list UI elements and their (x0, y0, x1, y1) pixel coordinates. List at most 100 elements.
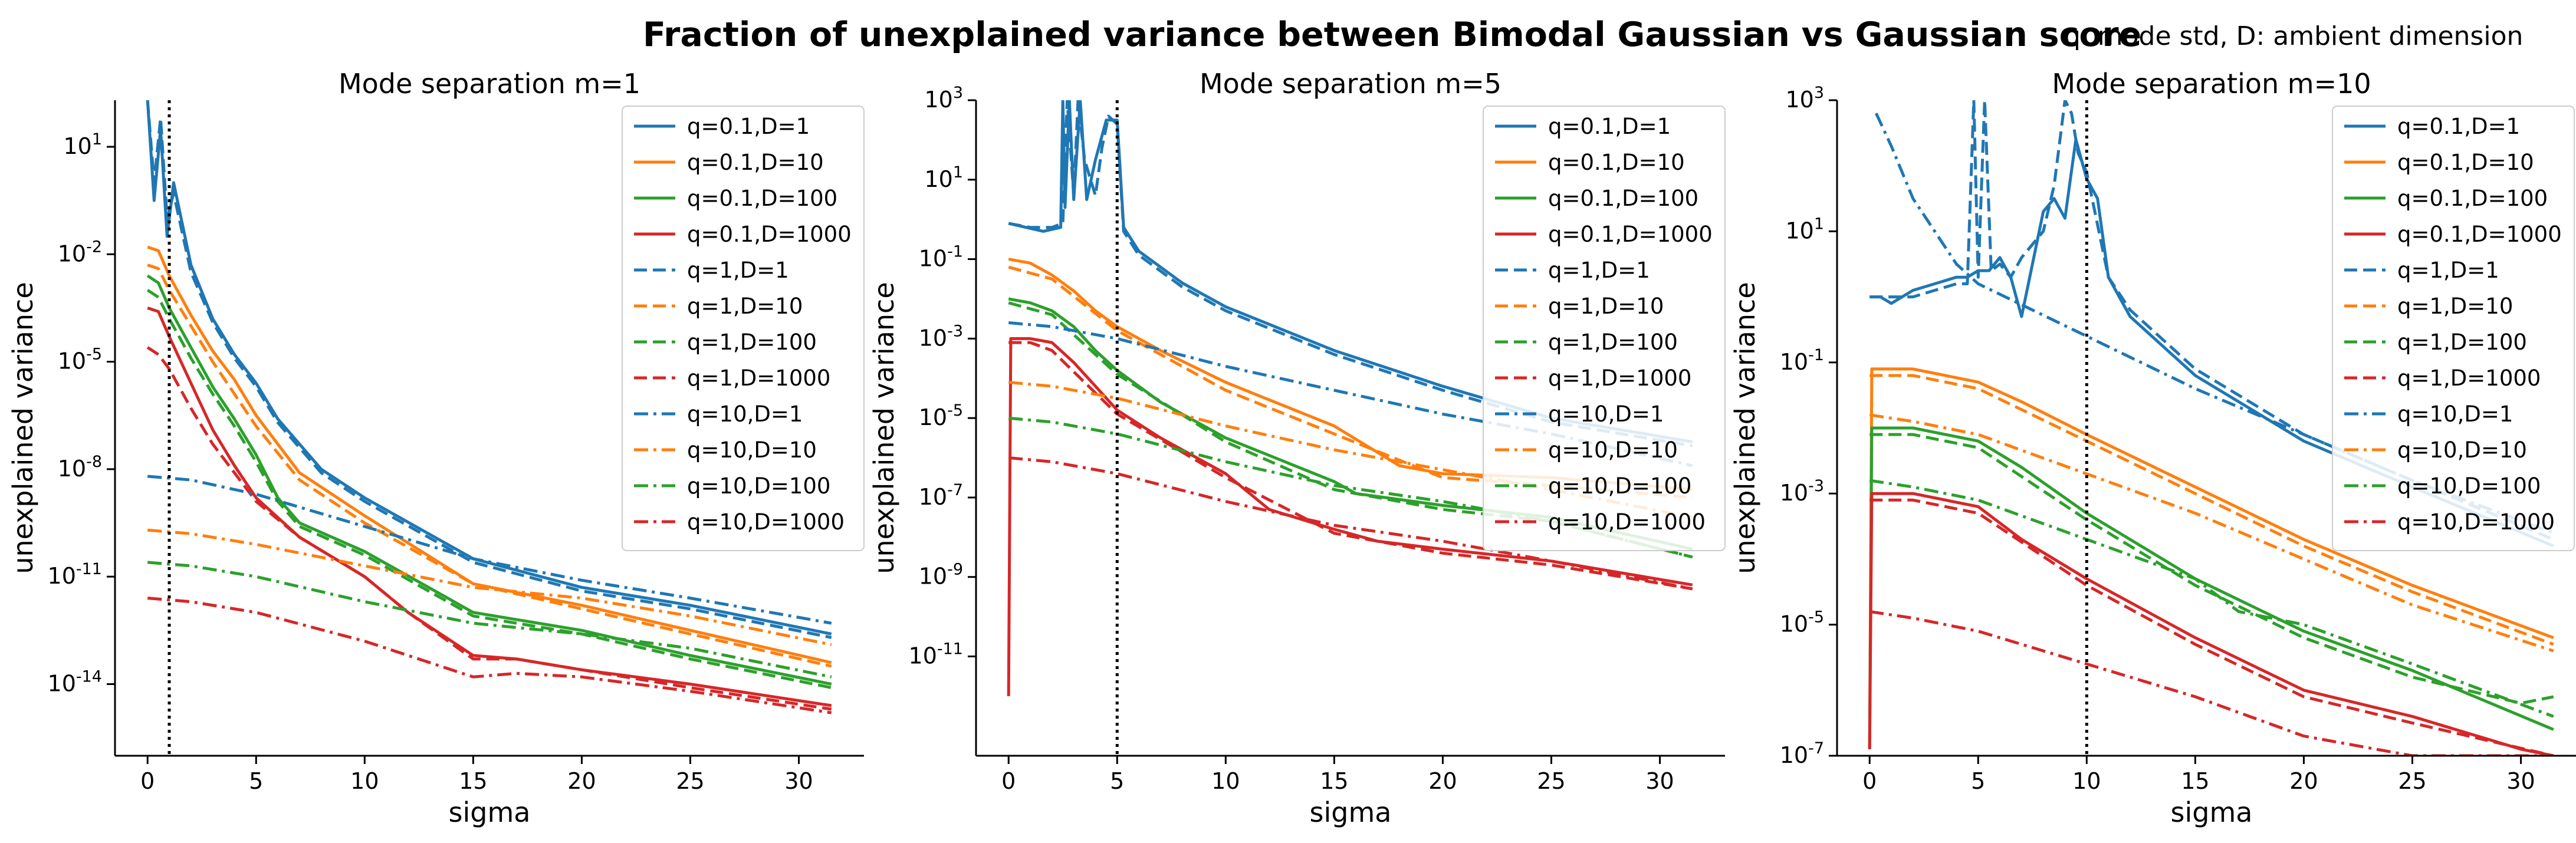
series-line-q-1-d-1 (146, 100, 832, 639)
x-tick-label: 20 (567, 768, 596, 794)
legend: q=0.1,D=1 q=0.1,D=10 q=0.1,D=100 q=0.1,D=10… (622, 106, 865, 551)
legend-label-q-10-d-10: q=10,D=10 (1548, 437, 1678, 463)
x-tick-label: 10 (2072, 768, 2101, 794)
y-tick-label: 10-1 (1780, 346, 1824, 375)
legend-label-q-0-1-d-10: q=0.1,D=10 (2397, 150, 2534, 175)
legend-label-q-10-d-10: q=10,D=10 (2397, 437, 2527, 463)
legend-label-q-10-d-1000: q=10,D=1000 (1548, 509, 1706, 535)
y-tick-label: 10-5 (58, 345, 102, 374)
legend-label-q-10-d-100: q=10,D=100 (1548, 473, 1691, 499)
series-line-q-10-d-1 (147, 475, 832, 625)
legend-label-q-0-1-d-1000: q=0.1,D=1000 (2397, 222, 2562, 247)
series-line-q-0-1-d-1 (1869, 138, 2554, 548)
series-line-q-10-d-10 (1869, 413, 2554, 653)
y-tick-label: 101 (63, 130, 102, 159)
series-line-q-1-d-1000 (1008, 341, 1693, 591)
y-tick-label: 103 (924, 84, 963, 113)
panel-m1: 0 5 10 15 20 25 30 101 10-2 10-5 10-8 10-11 10-14 Mod… (7, 68, 865, 828)
y-axis-label: unexplained variance (868, 282, 900, 574)
x-tick-label: 30 (2506, 768, 2535, 794)
legend-label-q-1-d-1: q=1,D=1 (687, 258, 789, 283)
panel-title: Mode separation m=5 (1200, 68, 1501, 100)
y-tick-label: 10-8 (58, 453, 102, 482)
y-axis-label: unexplained variance (1729, 282, 1761, 574)
series-line-q-10-d-100 (147, 561, 832, 679)
series-line-q-0-1-d-10 (1868, 367, 2554, 749)
legend-label-q-0-1-d-10: q=0.1,D=10 (687, 150, 824, 175)
x-tick-label: 15 (2181, 768, 2209, 794)
legend-label-q-0-1-d-100: q=0.1,D=100 (2397, 186, 2548, 211)
x-tick-label: 20 (2289, 768, 2318, 794)
x-tick-label: 15 (459, 768, 487, 794)
series-line-q-1-d-100 (1869, 433, 2554, 705)
y-axis-label: unexplained variance (7, 282, 39, 574)
x-tick-label: 25 (676, 768, 704, 794)
series-line-q-1-d-1000 (146, 346, 832, 711)
legend: q=0.1,D=1 q=0.1,D=10 q=0.1,D=100 q=0.1,D=10… (2332, 106, 2575, 551)
series-line-q-0-1-d-10 (1008, 258, 1693, 491)
legend-label-q-0-1-d-1: q=0.1,D=1 (2397, 114, 2520, 139)
legend-label-q-0-1-d-100: q=0.1,D=100 (687, 186, 837, 211)
y-tick-label: 103 (1785, 84, 1824, 113)
legend-label-q-10-d-100: q=10,D=100 (687, 473, 830, 499)
series-line-q-1-d-10 (1869, 374, 2554, 646)
legend-label-q-1-d-10: q=1,D=10 (687, 294, 803, 319)
legend-label-q-10-d-1000: q=10,D=1000 (687, 509, 845, 535)
x-tick-label: 5 (1110, 768, 1124, 794)
y-tick-label: 101 (1785, 215, 1824, 243)
series-line-q-0-1-d-1 (1008, 100, 1693, 444)
y-tick-label: 10-3 (919, 322, 963, 351)
y-tick-label: 10-5 (1780, 608, 1824, 637)
series-line-q-1-d-10 (147, 264, 832, 668)
series-line-q-1-d-1000 (1869, 498, 2554, 756)
legend-label-q-10-d-1000: q=10,D=1000 (2397, 509, 2555, 535)
y-tick-label: 101 (924, 163, 963, 192)
y-tick-label: 10-7 (919, 481, 963, 510)
panel-m5: 0 5 10 15 20 25 30 103 101 10-1 10-3 10-5 10-7 10-9 10… (868, 68, 1726, 828)
x-tick-label: 5 (1971, 768, 1985, 794)
legend-label-q-1-d-1: q=1,D=1 (2397, 258, 2499, 283)
x-tick-label: 30 (784, 768, 813, 794)
legend-label-q-1-d-1000: q=1,D=1000 (1548, 365, 1691, 391)
x-tick-label: 30 (1645, 768, 1674, 794)
x-tick-label: 0 (140, 768, 155, 794)
legend-label-q-1-d-10: q=1,D=10 (2397, 294, 2513, 319)
legend-label-q-1-d-100: q=1,D=100 (1548, 330, 1678, 355)
x-axis-label: sigma (449, 796, 531, 828)
y-tick-label: 10-2 (58, 238, 102, 266)
legend-label-q-10-d-1: q=10,D=1 (687, 401, 803, 427)
legend-label-q-0-1-d-1000: q=0.1,D=1000 (687, 222, 852, 247)
panel-title: Mode separation m=10 (2052, 68, 2371, 100)
series-line-q-10-d-1000 (1869, 610, 2554, 756)
x-tick-label: 0 (1001, 768, 1016, 794)
x-tick-label: 25 (2398, 768, 2426, 794)
x-axis-label: sigma (1310, 796, 1392, 828)
figure-subtitle: q: mode std, D: ambient dimension (2064, 21, 2524, 51)
legend-label-q-10-d-10: q=10,D=10 (687, 437, 817, 463)
y-tick-label: 10-11 (909, 640, 963, 669)
y-tick-label: 10-9 (919, 561, 963, 590)
x-tick-label: 20 (1428, 768, 1457, 794)
legend-label-q-0-1-d-10: q=0.1,D=10 (1548, 150, 1685, 175)
legend-label-q-1-d-100: q=1,D=100 (687, 330, 817, 355)
legend-label-q-0-1-d-1: q=0.1,D=1 (1548, 114, 1671, 139)
x-tick-label: 10 (350, 768, 379, 794)
y-tick-label: 10-11 (48, 560, 102, 589)
legend-label-q-10-d-1: q=10,D=1 (2397, 401, 2513, 427)
y-tick-label: 10-14 (48, 667, 102, 696)
series-line-q-0-1-d-1000 (1868, 492, 2554, 756)
series-line-q-0-1-d-100 (1008, 297, 1693, 551)
legend-label-q-1-d-10: q=1,D=10 (1548, 294, 1664, 319)
legend-label-q-1-d-1000: q=1,D=1000 (2397, 365, 2541, 391)
y-tick-label: 10-3 (1780, 477, 1824, 506)
series-line-q-0-1-d-10 (147, 245, 832, 664)
x-tick-label: 15 (1320, 768, 1348, 794)
series-line-q-0-1-d-1000 (1007, 337, 1693, 696)
panel-m10: 0 5 10 15 20 25 30 103 101 10-1 10-3 10-5 10-7 Mode s… (1729, 68, 2576, 828)
legend-label-q-10-d-100: q=10,D=100 (2397, 473, 2541, 499)
x-axis-label: sigma (2171, 796, 2253, 828)
series-line-q-10-d-10 (147, 528, 832, 647)
x-tick-label: 10 (1211, 768, 1240, 794)
legend: q=0.1,D=1 q=0.1,D=10 q=0.1,D=100 q=0.1,D=10… (1483, 106, 1726, 551)
